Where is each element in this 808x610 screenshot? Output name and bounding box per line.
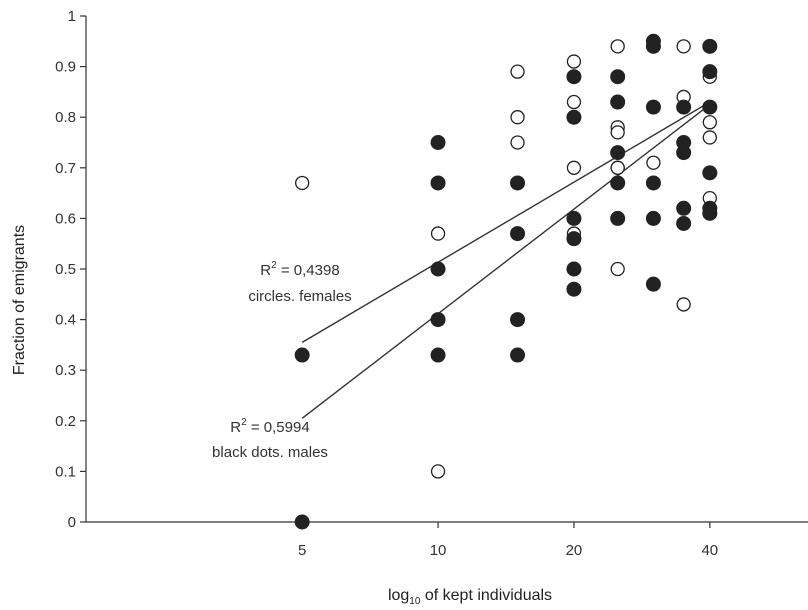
male-point: [510, 175, 526, 191]
male-annotation: R2 = 0,5994 black dots. males: [212, 417, 328, 461]
male-point: [645, 210, 661, 226]
x-tick-label: 10: [430, 542, 447, 559]
male-point: [645, 99, 661, 115]
male-r2-r: R: [230, 419, 241, 436]
female-point: [676, 39, 691, 54]
x-axis-title-rest: of kept individuals: [420, 587, 552, 604]
x-tick-label: 20: [566, 542, 583, 559]
female-point: [702, 115, 717, 130]
y-tick-label: 0.4: [55, 312, 76, 329]
female-series-label: circles. females: [248, 288, 351, 305]
male-point: [702, 165, 718, 181]
y-axis-title: Fraction of emigrants: [11, 225, 28, 375]
female-point: [566, 54, 582, 69]
male-point: [645, 175, 661, 191]
x-tick-label: 40: [701, 542, 718, 559]
female-point: [295, 175, 310, 191]
x-tick-label: 5: [298, 542, 306, 559]
x-ticks: 5 10 20 40: [298, 522, 718, 559]
y-tick-label: 1: [68, 8, 76, 25]
female-point: [610, 261, 625, 277]
male-point: [702, 64, 718, 80]
male-point: [294, 347, 310, 363]
male-point: [566, 231, 582, 247]
female-r2-r: R: [260, 262, 271, 279]
male-trendline: [301, 103, 711, 419]
female-point: [510, 110, 525, 125]
x-axis-title: log10 of kept individuals: [388, 587, 552, 607]
data-points: [294, 33, 718, 530]
female-point: [430, 464, 446, 479]
male-point: [430, 347, 446, 363]
female-point: [610, 160, 625, 175]
male-point: [676, 200, 692, 216]
female-point: [566, 94, 582, 110]
male-point: [645, 276, 661, 292]
x-axis-title-log: log: [388, 587, 409, 604]
female-annotation: R2 = 0,4398 circles. females: [248, 260, 351, 305]
y-ticks: 0 0.1 0.2 0.3 0.4 0.5 0.6 0.7 0.8 0.9 1: [55, 8, 86, 531]
y-tick-label: 0.5: [55, 261, 76, 278]
female-point: [510, 135, 525, 150]
y-tick-label: 0.8: [55, 109, 76, 126]
male-point: [294, 514, 310, 530]
male-point: [566, 281, 582, 297]
male-point: [430, 261, 446, 277]
male-point: [566, 210, 582, 226]
male-point: [566, 69, 582, 85]
female-trendline: [301, 101, 711, 343]
male-point: [566, 109, 582, 125]
male-point: [702, 99, 718, 115]
y-tick-label: 0.9: [55, 59, 76, 76]
female-point: [676, 297, 691, 312]
female-point: [510, 64, 525, 79]
male-point: [610, 94, 626, 110]
female-r2-label: R2 = 0,4398: [260, 260, 339, 279]
male-point: [510, 347, 526, 363]
male-point: [676, 99, 692, 115]
male-point: [610, 145, 626, 161]
y-tick-label: 0.6: [55, 210, 76, 227]
y-tick-label: 0: [68, 514, 76, 531]
male-point: [610, 210, 626, 226]
y-tick-label: 0.3: [55, 362, 76, 379]
male-r2-sup: 2: [241, 417, 247, 428]
trendlines: [301, 101, 711, 419]
male-series-label: black dots. males: [212, 444, 328, 461]
male-point: [510, 226, 526, 242]
y-tick-label: 0.2: [55, 413, 76, 430]
male-point: [702, 205, 718, 221]
axes: [85, 16, 808, 523]
y-tick-label: 0.1: [55, 463, 76, 480]
female-point: [430, 226, 446, 241]
male-point: [430, 175, 446, 191]
male-r2-label: R2 = 0,5994: [230, 417, 309, 436]
male-point: [430, 135, 446, 150]
male-point: [702, 38, 718, 54]
female-r2-sup: 2: [271, 260, 277, 271]
male-point: [610, 175, 626, 191]
female-point: [610, 39, 625, 54]
male-point: [610, 69, 626, 85]
male-point: [430, 312, 446, 328]
female-point: [566, 160, 582, 175]
y-tick-label: 0.7: [55, 160, 76, 177]
x-axis-title-subscript: 10: [409, 596, 421, 607]
male-point: [645, 38, 661, 54]
male-point: [510, 312, 526, 328]
female-r2-value: = 0,4398: [277, 262, 340, 279]
male-point: [676, 215, 692, 231]
male-point: [566, 261, 582, 277]
male-r2-value: = 0,5994: [247, 419, 310, 436]
female-point: [702, 130, 717, 145]
female-point: [646, 155, 661, 170]
male-point: [676, 145, 692, 161]
female-point: [610, 125, 625, 140]
